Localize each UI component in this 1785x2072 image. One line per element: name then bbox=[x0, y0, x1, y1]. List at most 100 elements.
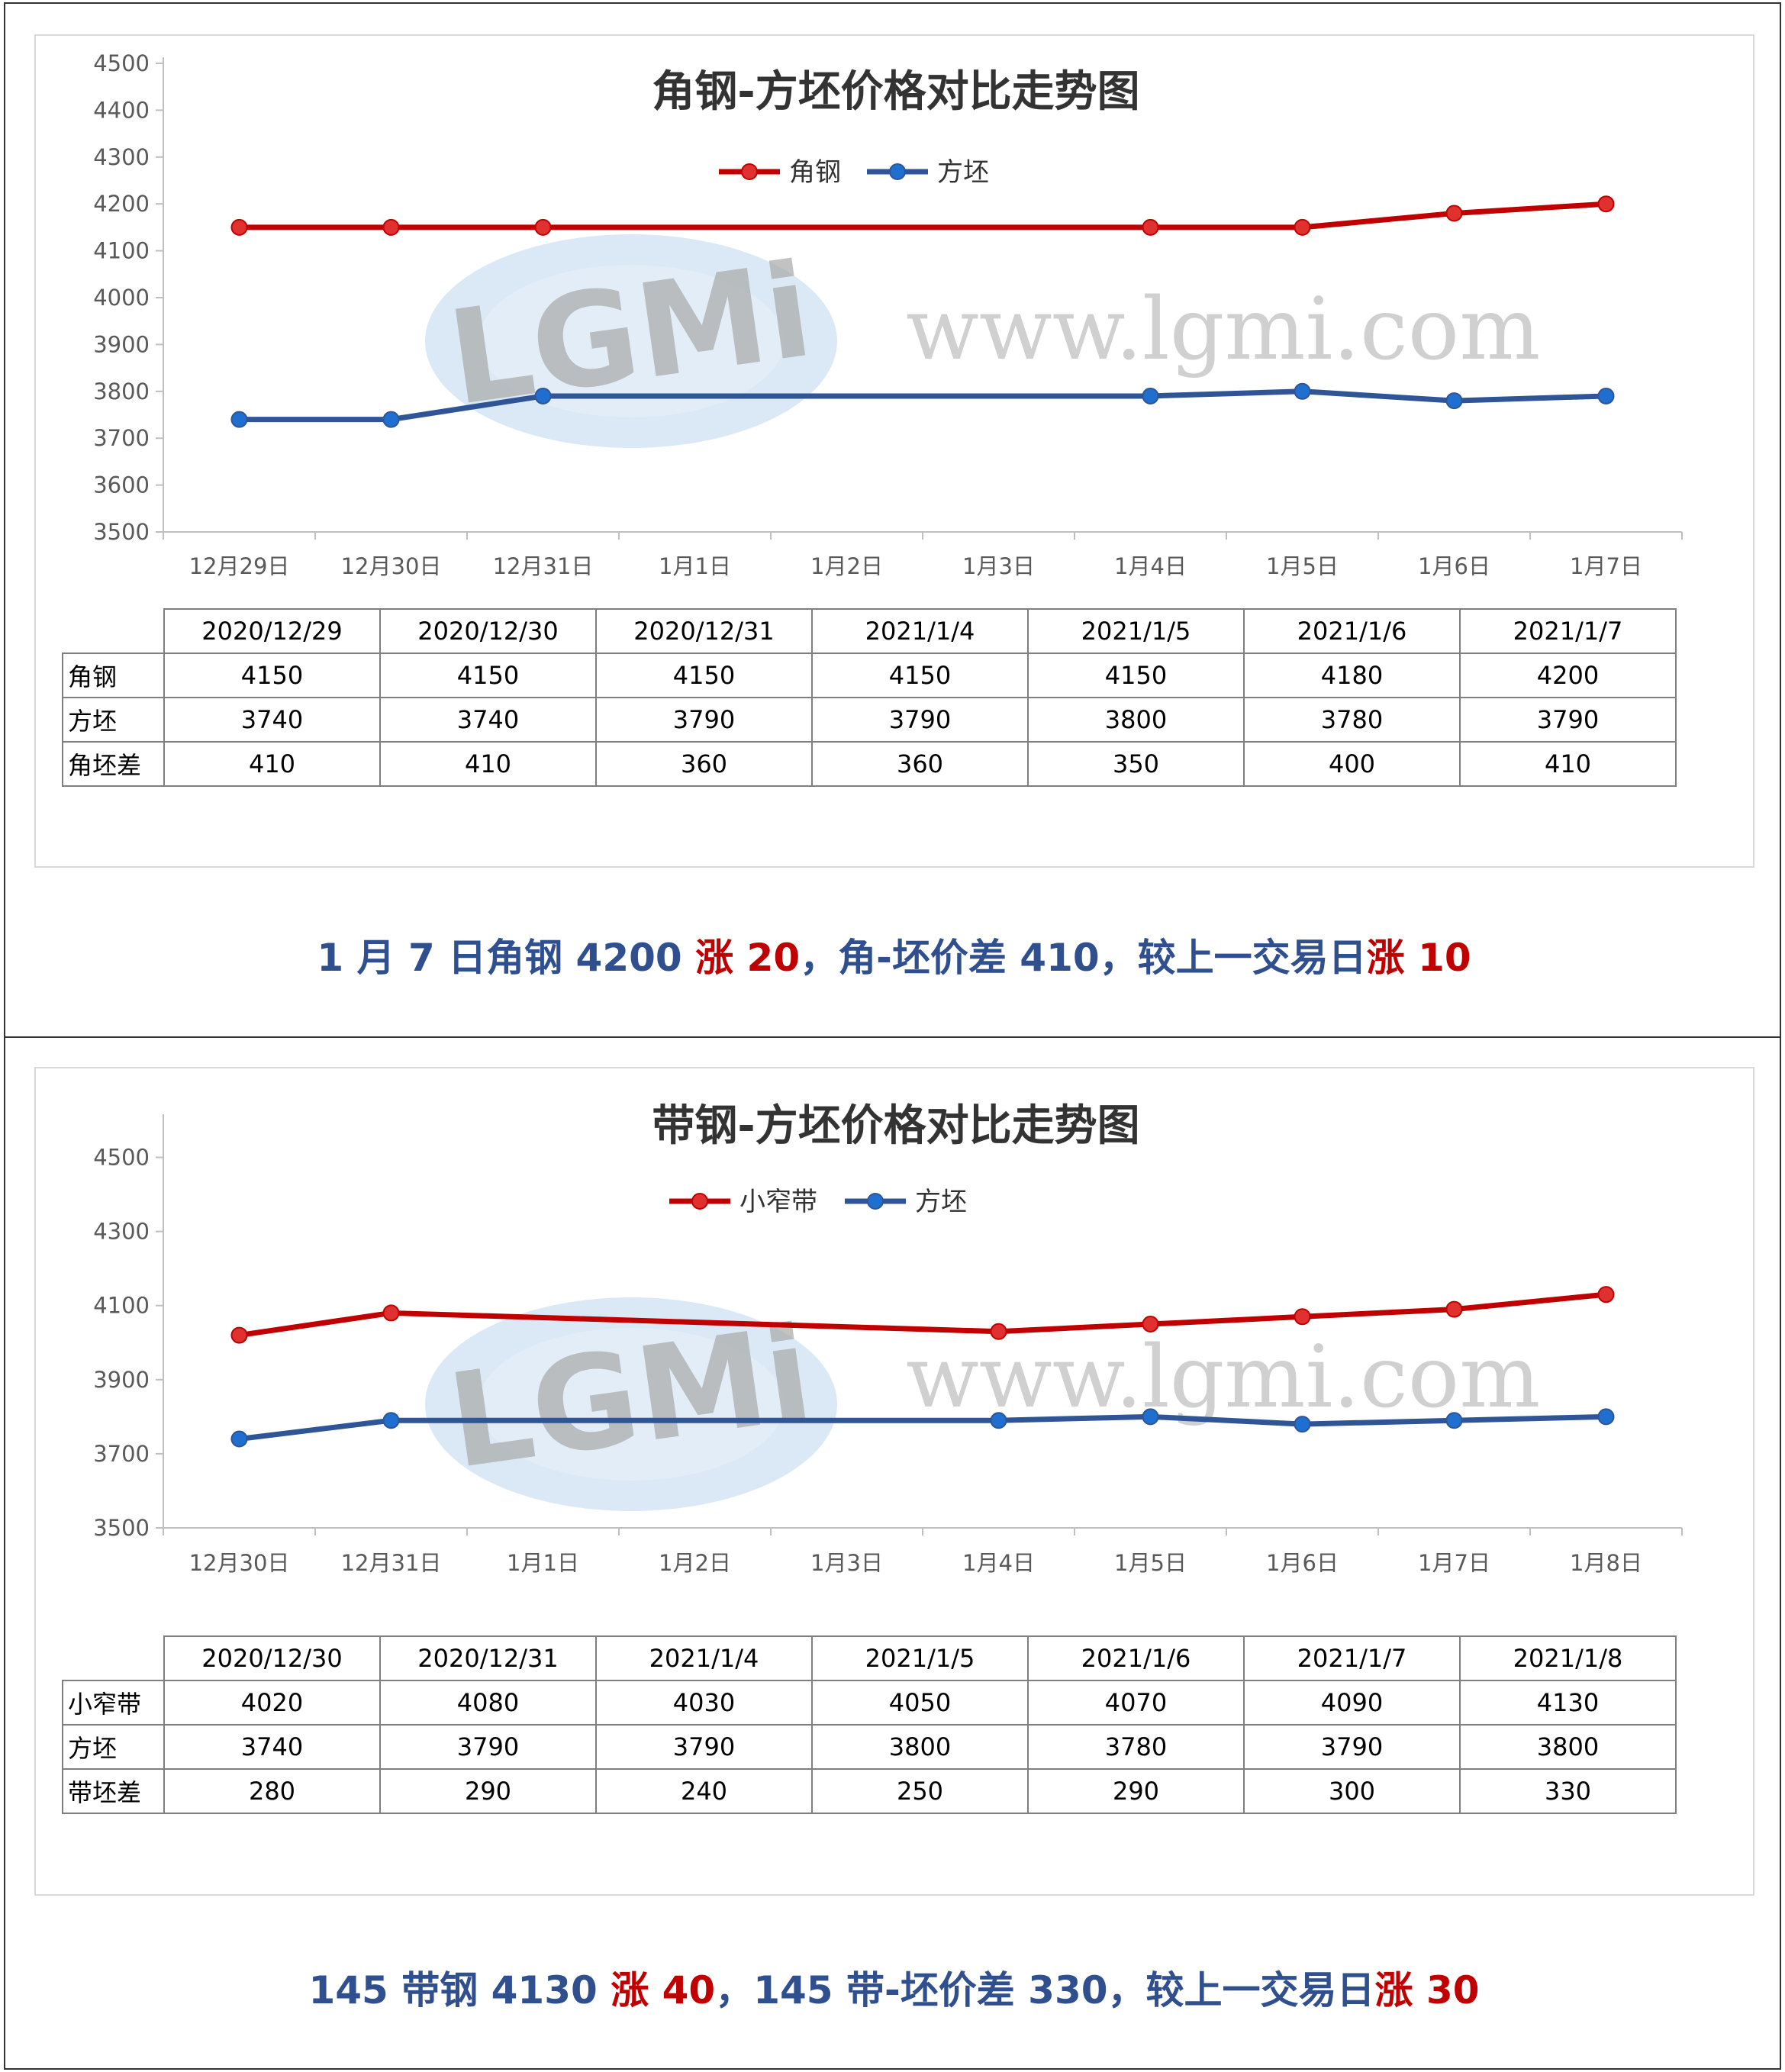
table-cell: 250 bbox=[811, 1768, 1029, 1814]
column-header: 2021/1/5 bbox=[811, 1635, 1029, 1681]
table-cell: 330 bbox=[1459, 1768, 1677, 1814]
x-tick-label: 1月6日 bbox=[1266, 1550, 1339, 1576]
x-tick-label: 1月8日 bbox=[1570, 1550, 1642, 1576]
y-tick-label: 3900 bbox=[93, 1367, 150, 1393]
table-cell: 410 bbox=[1459, 741, 1677, 787]
table-cell: 4150 bbox=[595, 653, 813, 698]
table-cell: 3800 bbox=[1459, 1724, 1677, 1770]
row-label: 方坯 bbox=[62, 1724, 165, 1770]
x-tick-label: 12月30日 bbox=[189, 1550, 290, 1576]
y-tick-label: 3700 bbox=[93, 1441, 150, 1467]
table-cell: 4020 bbox=[163, 1680, 381, 1726]
y-tick-label: 4100 bbox=[93, 238, 150, 264]
data-point bbox=[382, 411, 400, 428]
y-tick-label: 3800 bbox=[93, 379, 150, 404]
data-point bbox=[1294, 382, 1311, 400]
table-cell: 3790 bbox=[595, 1724, 813, 1770]
column-header: 2021/1/4 bbox=[811, 608, 1029, 654]
row-label: 角坯差 bbox=[62, 741, 165, 787]
table-cell: 4150 bbox=[379, 653, 597, 698]
legend-marker bbox=[867, 1193, 884, 1210]
column-header: 2021/1/6 bbox=[1243, 608, 1461, 654]
y-tick-label: 3700 bbox=[93, 425, 150, 451]
x-tick-label: 12月29日 bbox=[189, 553, 290, 579]
legend-label: 方坯 bbox=[915, 1187, 967, 1217]
column-header: 2021/1/6 bbox=[1027, 1635, 1245, 1681]
chart-area: LGMi www.lgmi.com 角钢-方坯价格对比走势图 3500 3600 37… bbox=[34, 34, 1754, 868]
data-point bbox=[230, 1326, 248, 1344]
table-cell: 360 bbox=[811, 741, 1029, 787]
x-tick-label: 12月31日 bbox=[341, 1550, 442, 1576]
table-cell: 300 bbox=[1243, 1768, 1461, 1814]
x-tick-label: 1月7日 bbox=[1418, 1550, 1490, 1576]
legend-label: 小窄带 bbox=[739, 1187, 817, 1217]
table-cell: 360 bbox=[595, 741, 813, 787]
table-cell: 3790 bbox=[1243, 1724, 1461, 1770]
column-header: 2021/1/7 bbox=[1243, 1635, 1461, 1681]
table-cell: 3780 bbox=[1243, 697, 1461, 743]
table-header-row: 2020/12/30 2020/12/31 2021/1/4 2021/1/5 2021… bbox=[63, 1635, 1677, 1681]
table-cell: 410 bbox=[163, 741, 381, 787]
table-cell: 4080 bbox=[379, 1680, 597, 1726]
y-tick-label: 3900 bbox=[93, 331, 150, 357]
table-row: 方坯 3740 3790 3790 3800 3780 3790 3800 bbox=[62, 1724, 1677, 1770]
table-cell: 3740 bbox=[379, 697, 597, 743]
summary-change: 涨 30 bbox=[1374, 1968, 1480, 2012]
x-tick-label: 1月2日 bbox=[659, 1550, 731, 1576]
y-tick-label: 4500 bbox=[93, 1145, 150, 1171]
row-label: 方坯 bbox=[62, 697, 165, 743]
data-point bbox=[1294, 218, 1311, 236]
data-point bbox=[1142, 218, 1159, 236]
table-cell: 4030 bbox=[595, 1680, 813, 1726]
data-point bbox=[230, 218, 248, 236]
data-point bbox=[382, 218, 400, 236]
x-tick-label: 1月1日 bbox=[507, 1550, 579, 1576]
series-line bbox=[238, 1291, 1606, 1339]
y-tick-label: 3500 bbox=[93, 1515, 150, 1541]
y-tick-label: 4100 bbox=[93, 1293, 150, 1319]
summary-change: 涨 40 bbox=[611, 1968, 716, 2012]
column-header: 2020/12/30 bbox=[163, 1635, 381, 1681]
table-cell: 410 bbox=[379, 741, 597, 787]
data-point bbox=[1597, 195, 1615, 213]
line-chart: 角钢-方坯价格对比走势图 3500 3600 3700 3800 3900 4000 4100… bbox=[93, 50, 1683, 579]
data-point bbox=[1445, 1300, 1463, 1318]
data-point bbox=[1445, 392, 1463, 410]
legend-label: 方坯 bbox=[937, 157, 989, 188]
data-point bbox=[230, 411, 248, 428]
summary-text: 145 带钢 4130 涨 40，145 带-坯价差 330，较上一交易日涨 3… bbox=[5, 1960, 1783, 2015]
table-cell: 3790 bbox=[1459, 697, 1677, 743]
table-cell: 400 bbox=[1243, 741, 1461, 787]
summary-change: 涨 20 bbox=[695, 936, 801, 980]
chart-title: 角钢-方坯价格对比走势图 bbox=[652, 67, 1139, 117]
series-line bbox=[239, 1413, 1606, 1442]
data-point bbox=[1142, 1408, 1159, 1426]
y-tick-label: 4300 bbox=[93, 1219, 150, 1245]
y-tick-label: 4300 bbox=[93, 144, 150, 170]
table-cell: 4180 bbox=[1243, 653, 1461, 698]
data-point bbox=[534, 218, 552, 236]
column-header: 2021/1/7 bbox=[1459, 608, 1677, 654]
y-tick-label: 4500 bbox=[93, 50, 150, 76]
table-cell: 350 bbox=[1027, 741, 1245, 787]
table-cell: 4200 bbox=[1459, 653, 1677, 698]
table-row: 带坯差 280 290 240 250 290 300 330 bbox=[62, 1768, 1677, 1814]
data-table: 2020/12/30 2020/12/31 2021/1/4 2021/1/5 2021… bbox=[62, 1635, 1677, 1814]
x-tick-label: 1月7日 bbox=[1570, 553, 1642, 579]
table-cell: 3740 bbox=[163, 697, 381, 743]
x-tick-label: 1月3日 bbox=[810, 1550, 883, 1576]
table-cell: 290 bbox=[1027, 1768, 1245, 1814]
y-tick-label: 4000 bbox=[93, 285, 150, 311]
table-row: 小窄带 4020 4080 4030 4050 4070 4090 4130 bbox=[62, 1680, 1677, 1726]
table-cell: 4090 bbox=[1243, 1680, 1461, 1726]
table-cell: 3790 bbox=[379, 1724, 597, 1770]
data-point bbox=[1597, 1408, 1615, 1426]
x-tick-label: 12月30日 bbox=[341, 553, 442, 579]
chart-area: LGMi www.lgmi.com 带钢-方坯价格对比走势图 3500 3700 39… bbox=[34, 1067, 1754, 1896]
table-corner bbox=[63, 1636, 165, 1680]
data-point bbox=[1597, 387, 1615, 404]
table-row: 角坯差 410 410 360 360 350 400 410 bbox=[62, 741, 1677, 787]
table-header-row: 2020/12/29 2020/12/30 2020/12/31 2021/1/4 20… bbox=[63, 608, 1677, 654]
line-chart: 带钢-方坯价格对比走势图 3500 3700 3900 4100 4300 4500 12月3… bbox=[93, 1101, 1683, 1576]
table-cell: 4150 bbox=[163, 653, 381, 698]
